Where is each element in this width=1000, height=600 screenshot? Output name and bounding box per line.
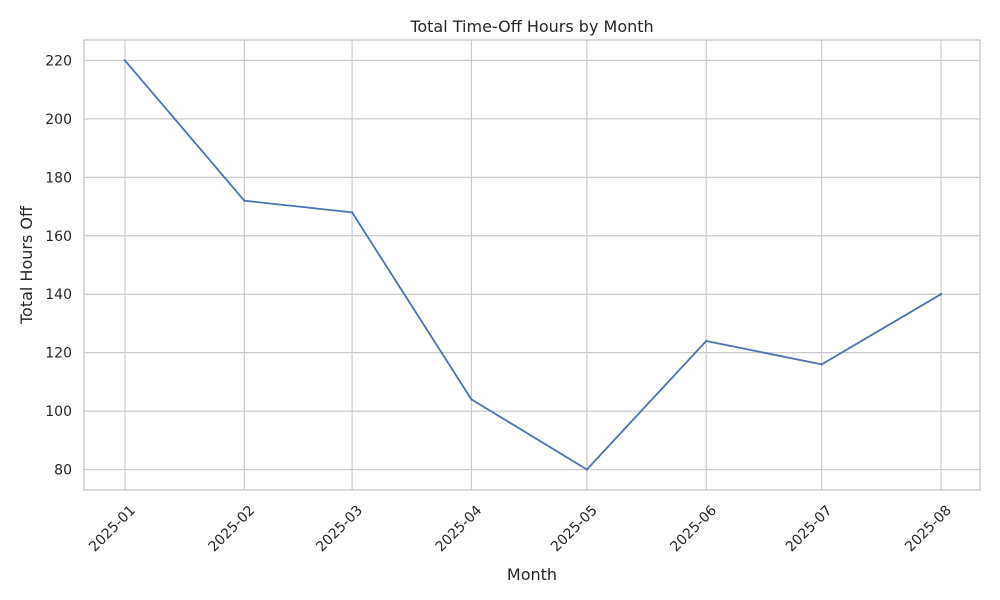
- data-point: [350, 211, 354, 214]
- tick-labels: 80 100 120 140 160 180 200 220 2025-01 2025-02 202…: [45, 53, 955, 555]
- grid: [84, 40, 980, 490]
- x-tick-label: 2025-07: [783, 503, 836, 556]
- y-tick-label: 120: [45, 346, 72, 362]
- series-layer: [123, 59, 943, 471]
- chart-title: Total Time-Off Hours by Month: [409, 17, 653, 36]
- x-tick-label: 2025-01: [86, 503, 139, 556]
- data-point: [585, 468, 589, 471]
- data-point: [243, 199, 246, 202]
- y-tick-label: 140: [45, 287, 72, 303]
- y-axis-label: Total Hours Off: [17, 205, 36, 325]
- y-tick-label: 100: [45, 404, 72, 420]
- x-tick-label: 2025-08: [902, 503, 955, 556]
- x-tick-label: 2025-05: [548, 503, 601, 556]
- plot-frame: [83, 39, 981, 491]
- y-tick-label: 200: [45, 112, 72, 128]
- data-point: [939, 293, 943, 296]
- data-point: [705, 339, 708, 343]
- y-tick-label: 180: [45, 170, 72, 186]
- data-point: [820, 363, 823, 366]
- x-tick-label: 2025-02: [205, 503, 258, 556]
- data-point: [123, 59, 127, 62]
- x-axis-label: Month: [507, 565, 557, 584]
- data-point: [470, 398, 473, 401]
- series-line: [124, 59, 942, 471]
- y-tick-label: 220: [45, 53, 72, 69]
- y-tick-label: 80: [54, 463, 72, 479]
- x-tick-label: 2025-04: [433, 502, 486, 555]
- y-tick-label: 160: [45, 229, 72, 245]
- x-tick-label: 2025-06: [667, 502, 720, 555]
- x-tick-label: 2025-03: [313, 503, 366, 556]
